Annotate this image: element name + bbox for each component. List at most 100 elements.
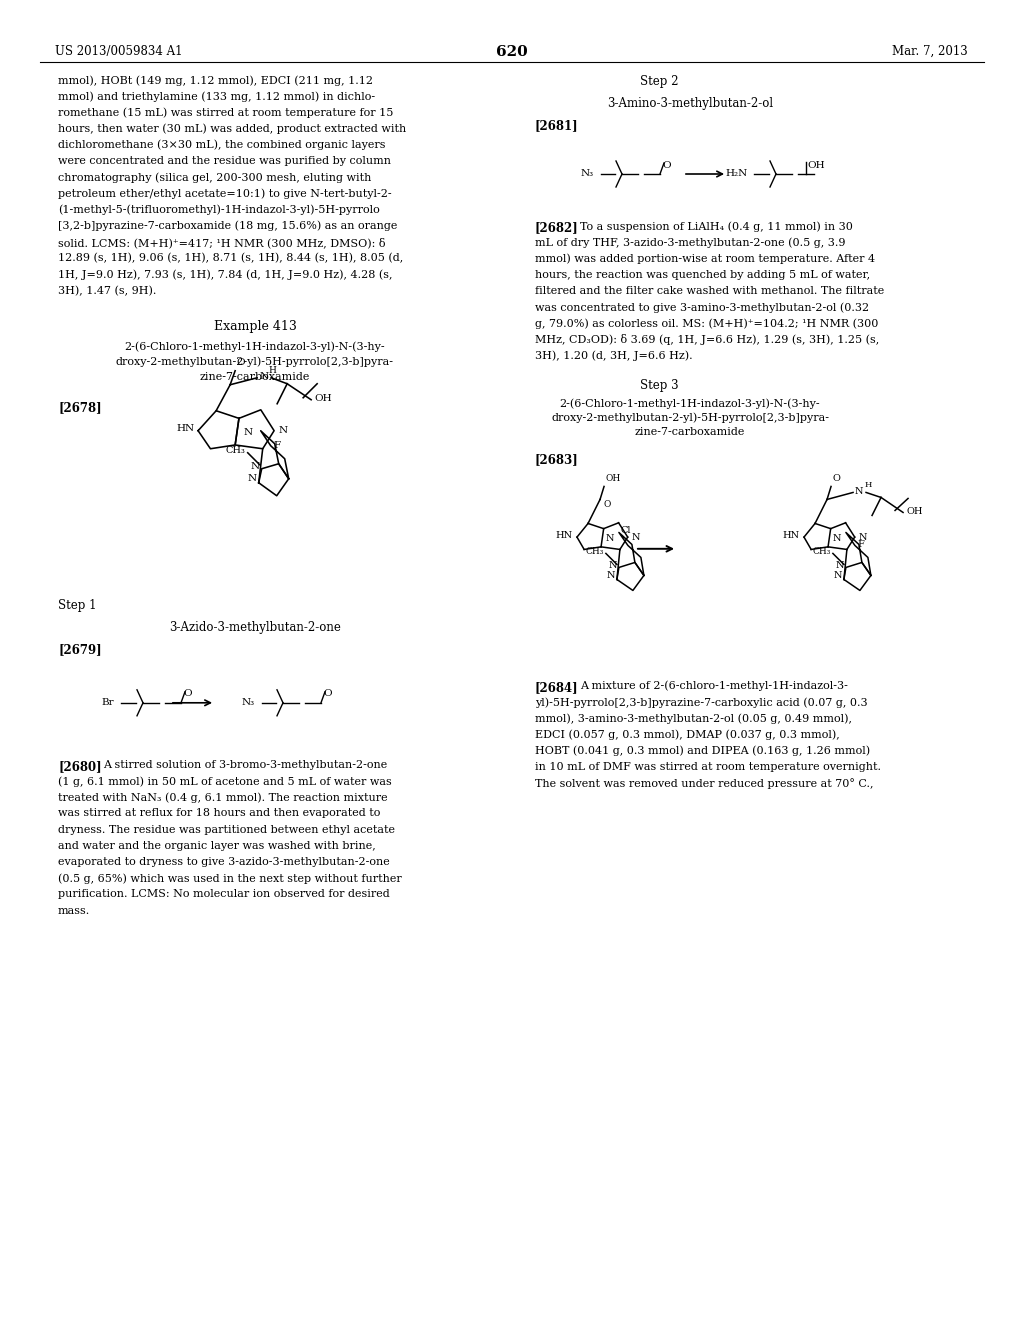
Text: mmol) was added portion-wise at room temperature. After 4: mmol) was added portion-wise at room tem…: [535, 253, 876, 264]
Text: A mixture of 2-(6-chloro-1-methyl-1H-indazol-3-: A mixture of 2-(6-chloro-1-methyl-1H-ind…: [580, 681, 848, 692]
Text: N: N: [836, 561, 844, 570]
Text: N₃: N₃: [242, 698, 255, 708]
Text: (0.5 g, 65%) which was used in the next step without further: (0.5 g, 65%) which was used in the next …: [58, 874, 401, 884]
Text: F: F: [858, 540, 865, 549]
Text: 3H), 1.47 (s, 9H).: 3H), 1.47 (s, 9H).: [58, 285, 157, 296]
Text: 2-(6-Chloro-1-methyl-1H-indazol-3-yl)-N-(3-hy-: 2-(6-Chloro-1-methyl-1H-indazol-3-yl)-N-…: [125, 342, 385, 352]
Text: N: N: [859, 532, 867, 541]
Text: N: N: [248, 474, 257, 483]
Text: HN: HN: [176, 424, 195, 433]
Text: [2682]: [2682]: [535, 220, 579, 234]
Text: treated with NaN₃ (0.4 g, 6.1 mmol). The reaction mixture: treated with NaN₃ (0.4 g, 6.1 mmol). The…: [58, 792, 388, 803]
Text: hours, then water (30 mL) was added, product extracted with: hours, then water (30 mL) was added, pro…: [58, 124, 407, 135]
Text: droxy-2-methylbutan-2-yl)-5H-pyrrolo[2,3-b]pyra-: droxy-2-methylbutan-2-yl)-5H-pyrrolo[2,3…: [551, 413, 829, 424]
Text: 3H), 1.20 (d, 3H, J=6.6 Hz).: 3H), 1.20 (d, 3H, J=6.6 Hz).: [535, 351, 692, 362]
Text: mmol) and triethylamine (133 mg, 1.12 mmol) in dichlo-: mmol) and triethylamine (133 mg, 1.12 mm…: [58, 91, 375, 102]
Text: OH: OH: [314, 395, 332, 403]
Text: EDCI (0.057 g, 0.3 mmol), DMAP (0.037 g, 0.3 mmol),: EDCI (0.057 g, 0.3 mmol), DMAP (0.037 g,…: [535, 730, 840, 741]
Text: N: N: [834, 572, 842, 579]
Text: O: O: [603, 500, 610, 510]
Text: OH: OH: [807, 161, 824, 170]
Text: 620: 620: [496, 45, 528, 59]
Text: mass.: mass.: [58, 906, 90, 916]
Text: hours, the reaction was quenched by adding 5 mL of water,: hours, the reaction was quenched by addi…: [535, 269, 870, 280]
Text: H: H: [864, 482, 871, 490]
Text: N: N: [259, 372, 268, 381]
Text: F: F: [273, 441, 281, 450]
Text: zine-7-carboxamide: zine-7-carboxamide: [635, 426, 745, 437]
Text: g, 79.0%) as colorless oil. MS: (M+H)⁺=104.2; ¹H NMR (300: g, 79.0%) as colorless oil. MS: (M+H)⁺=1…: [535, 318, 879, 329]
Text: Cl: Cl: [621, 525, 632, 535]
Text: CH₃: CH₃: [226, 446, 246, 455]
Text: 2-(6-Chloro-1-methyl-1H-indazol-3-yl)-N-(3-hy-: 2-(6-Chloro-1-methyl-1H-indazol-3-yl)-N-…: [560, 399, 820, 409]
Text: mmol), 3-amino-3-methylbutan-2-ol (0.05 g, 0.49 mmol),: mmol), 3-amino-3-methylbutan-2-ol (0.05 …: [535, 713, 852, 723]
Text: zine-7-carboxamide: zine-7-carboxamide: [200, 372, 310, 381]
Text: romethane (15 mL) was stirred at room temperature for 15: romethane (15 mL) was stirred at room te…: [58, 107, 393, 117]
Text: Step 2: Step 2: [640, 75, 679, 88]
Text: O: O: [183, 689, 193, 698]
Text: N: N: [606, 533, 614, 543]
Text: O: O: [324, 689, 333, 698]
Text: evaporated to dryness to give 3-azido-3-methylbutan-2-one: evaporated to dryness to give 3-azido-3-…: [58, 857, 390, 867]
Text: N: N: [608, 561, 616, 570]
Text: 12.89 (s, 1H), 9.06 (s, 1H), 8.71 (s, 1H), 8.44 (s, 1H), 8.05 (d,: 12.89 (s, 1H), 9.06 (s, 1H), 8.71 (s, 1H…: [58, 253, 403, 264]
Text: were concentrated and the residue was purified by column: were concentrated and the residue was pu…: [58, 156, 391, 166]
Text: [2681]: [2681]: [535, 119, 579, 132]
Text: filtered and the filter cake washed with methanol. The filtrate: filtered and the filter cake washed with…: [535, 286, 885, 296]
Text: and water and the organic layer was washed with brine,: and water and the organic layer was wash…: [58, 841, 376, 851]
Text: MHz, CD₃OD): δ 3.69 (q, 1H, J=6.6 Hz), 1.29 (s, 3H), 1.25 (s,: MHz, CD₃OD): δ 3.69 (q, 1H, J=6.6 Hz), 1…: [535, 334, 880, 346]
Text: droxy-2-methylbutan-2-yl)-5H-pyrrolo[2,3-b]pyra-: droxy-2-methylbutan-2-yl)-5H-pyrrolo[2,3…: [116, 356, 394, 367]
Text: N: N: [632, 532, 640, 541]
Text: [2680]: [2680]: [58, 760, 101, 772]
Text: HOBT (0.041 g, 0.3 mmol) and DIPEA (0.163 g, 1.26 mmol): HOBT (0.041 g, 0.3 mmol) and DIPEA (0.16…: [535, 746, 870, 756]
Text: N₃: N₃: [581, 169, 594, 178]
Text: N: N: [244, 428, 253, 437]
Text: N: N: [279, 426, 287, 436]
Text: O: O: [663, 161, 672, 169]
Text: mL of dry THF, 3-azido-3-methylbutan-2-one (0.5 g, 3.9: mL of dry THF, 3-azido-3-methylbutan-2-o…: [535, 238, 846, 248]
Text: HN: HN: [783, 531, 800, 540]
Text: 3-Azido-3-methylbutan-2-one: 3-Azido-3-methylbutan-2-one: [169, 620, 341, 634]
Text: CH₃: CH₃: [812, 546, 830, 556]
Text: Mar. 7, 2013: Mar. 7, 2013: [892, 45, 968, 58]
Text: HN: HN: [556, 531, 573, 540]
Text: N: N: [251, 462, 260, 471]
Text: [2679]: [2679]: [58, 643, 101, 656]
Text: dichloromethane (3×30 mL), the combined organic layers: dichloromethane (3×30 mL), the combined …: [58, 140, 385, 150]
Text: dryness. The residue was partitioned between ethyl acetate: dryness. The residue was partitioned bet…: [58, 825, 395, 834]
Text: was stirred at reflux for 18 hours and then evaporated to: was stirred at reflux for 18 hours and t…: [58, 808, 380, 818]
Text: [3,2-b]pyrazine-7-carboxamide (18 mg, 15.6%) as an orange: [3,2-b]pyrazine-7-carboxamide (18 mg, 15…: [58, 220, 397, 231]
Text: The solvent was removed under reduced pressure at 70° C.,: The solvent was removed under reduced pr…: [535, 777, 873, 789]
Text: yl)-5H-pyrrolo[2,3-b]pyrazine-7-carboxylic acid (0.07 g, 0.3: yl)-5H-pyrrolo[2,3-b]pyrazine-7-carboxyl…: [535, 697, 867, 708]
Text: [2683]: [2683]: [535, 453, 579, 466]
Text: OH: OH: [906, 507, 923, 516]
Text: (1-methyl-5-(trifluoromethyl)-1H-indazol-3-yl)-5H-pyrrolo: (1-methyl-5-(trifluoromethyl)-1H-indazol…: [58, 205, 380, 215]
Text: OH: OH: [605, 474, 621, 483]
Text: Step 3: Step 3: [640, 379, 679, 392]
Text: N: N: [606, 572, 614, 579]
Text: (1 g, 6.1 mmol) in 50 mL of acetone and 5 mL of water was: (1 g, 6.1 mmol) in 50 mL of acetone and …: [58, 776, 392, 787]
Text: was concentrated to give 3-amino-3-methylbutan-2-ol (0.32: was concentrated to give 3-amino-3-methy…: [535, 302, 869, 313]
Text: 3-Amino-3-methylbutan-2-ol: 3-Amino-3-methylbutan-2-ol: [607, 96, 773, 110]
Text: N: N: [833, 533, 842, 543]
Text: H₂N: H₂N: [726, 169, 749, 178]
Text: Step 1: Step 1: [58, 599, 96, 611]
Text: 1H, J=9.0 Hz), 7.93 (s, 1H), 7.84 (d, 1H, J=9.0 Hz), 4.28 (s,: 1H, J=9.0 Hz), 7.93 (s, 1H), 7.84 (d, 1H…: [58, 269, 392, 280]
Text: [2684]: [2684]: [535, 681, 579, 694]
Text: in 10 mL of DMF was stirred at room temperature overnight.: in 10 mL of DMF was stirred at room temp…: [535, 762, 881, 772]
Text: solid. LCMS: (M+H)⁺=417; ¹H NMR (300 MHz, DMSO): δ: solid. LCMS: (M+H)⁺=417; ¹H NMR (300 MHz…: [58, 238, 385, 248]
Text: O: O: [833, 474, 840, 483]
Text: To a suspension of LiAlH₄ (0.4 g, 11 mmol) in 30: To a suspension of LiAlH₄ (0.4 g, 11 mmo…: [580, 220, 853, 231]
Text: CH₃: CH₃: [586, 546, 604, 556]
Text: Example 413: Example 413: [214, 319, 296, 333]
Text: N: N: [855, 487, 863, 496]
Text: mmol), HOBt (149 mg, 1.12 mmol), EDCI (211 mg, 1.12: mmol), HOBt (149 mg, 1.12 mmol), EDCI (2…: [58, 75, 373, 86]
Text: chromatography (silica gel, 200-300 mesh, eluting with: chromatography (silica gel, 200-300 mesh…: [58, 172, 372, 182]
Text: US 2013/0059834 A1: US 2013/0059834 A1: [55, 45, 182, 58]
Text: purification. LCMS: No molecular ion observed for desired: purification. LCMS: No molecular ion obs…: [58, 890, 390, 899]
Text: petroleum ether/ethyl acetate=10:1) to give N-tert-butyl-2-: petroleum ether/ethyl acetate=10:1) to g…: [58, 189, 391, 199]
Text: [2678]: [2678]: [58, 401, 101, 413]
Text: A stirred solution of 3-bromo-3-methylbutan-2-one: A stirred solution of 3-bromo-3-methylbu…: [103, 760, 387, 770]
Text: O: O: [237, 358, 245, 367]
Text: H: H: [268, 366, 276, 375]
